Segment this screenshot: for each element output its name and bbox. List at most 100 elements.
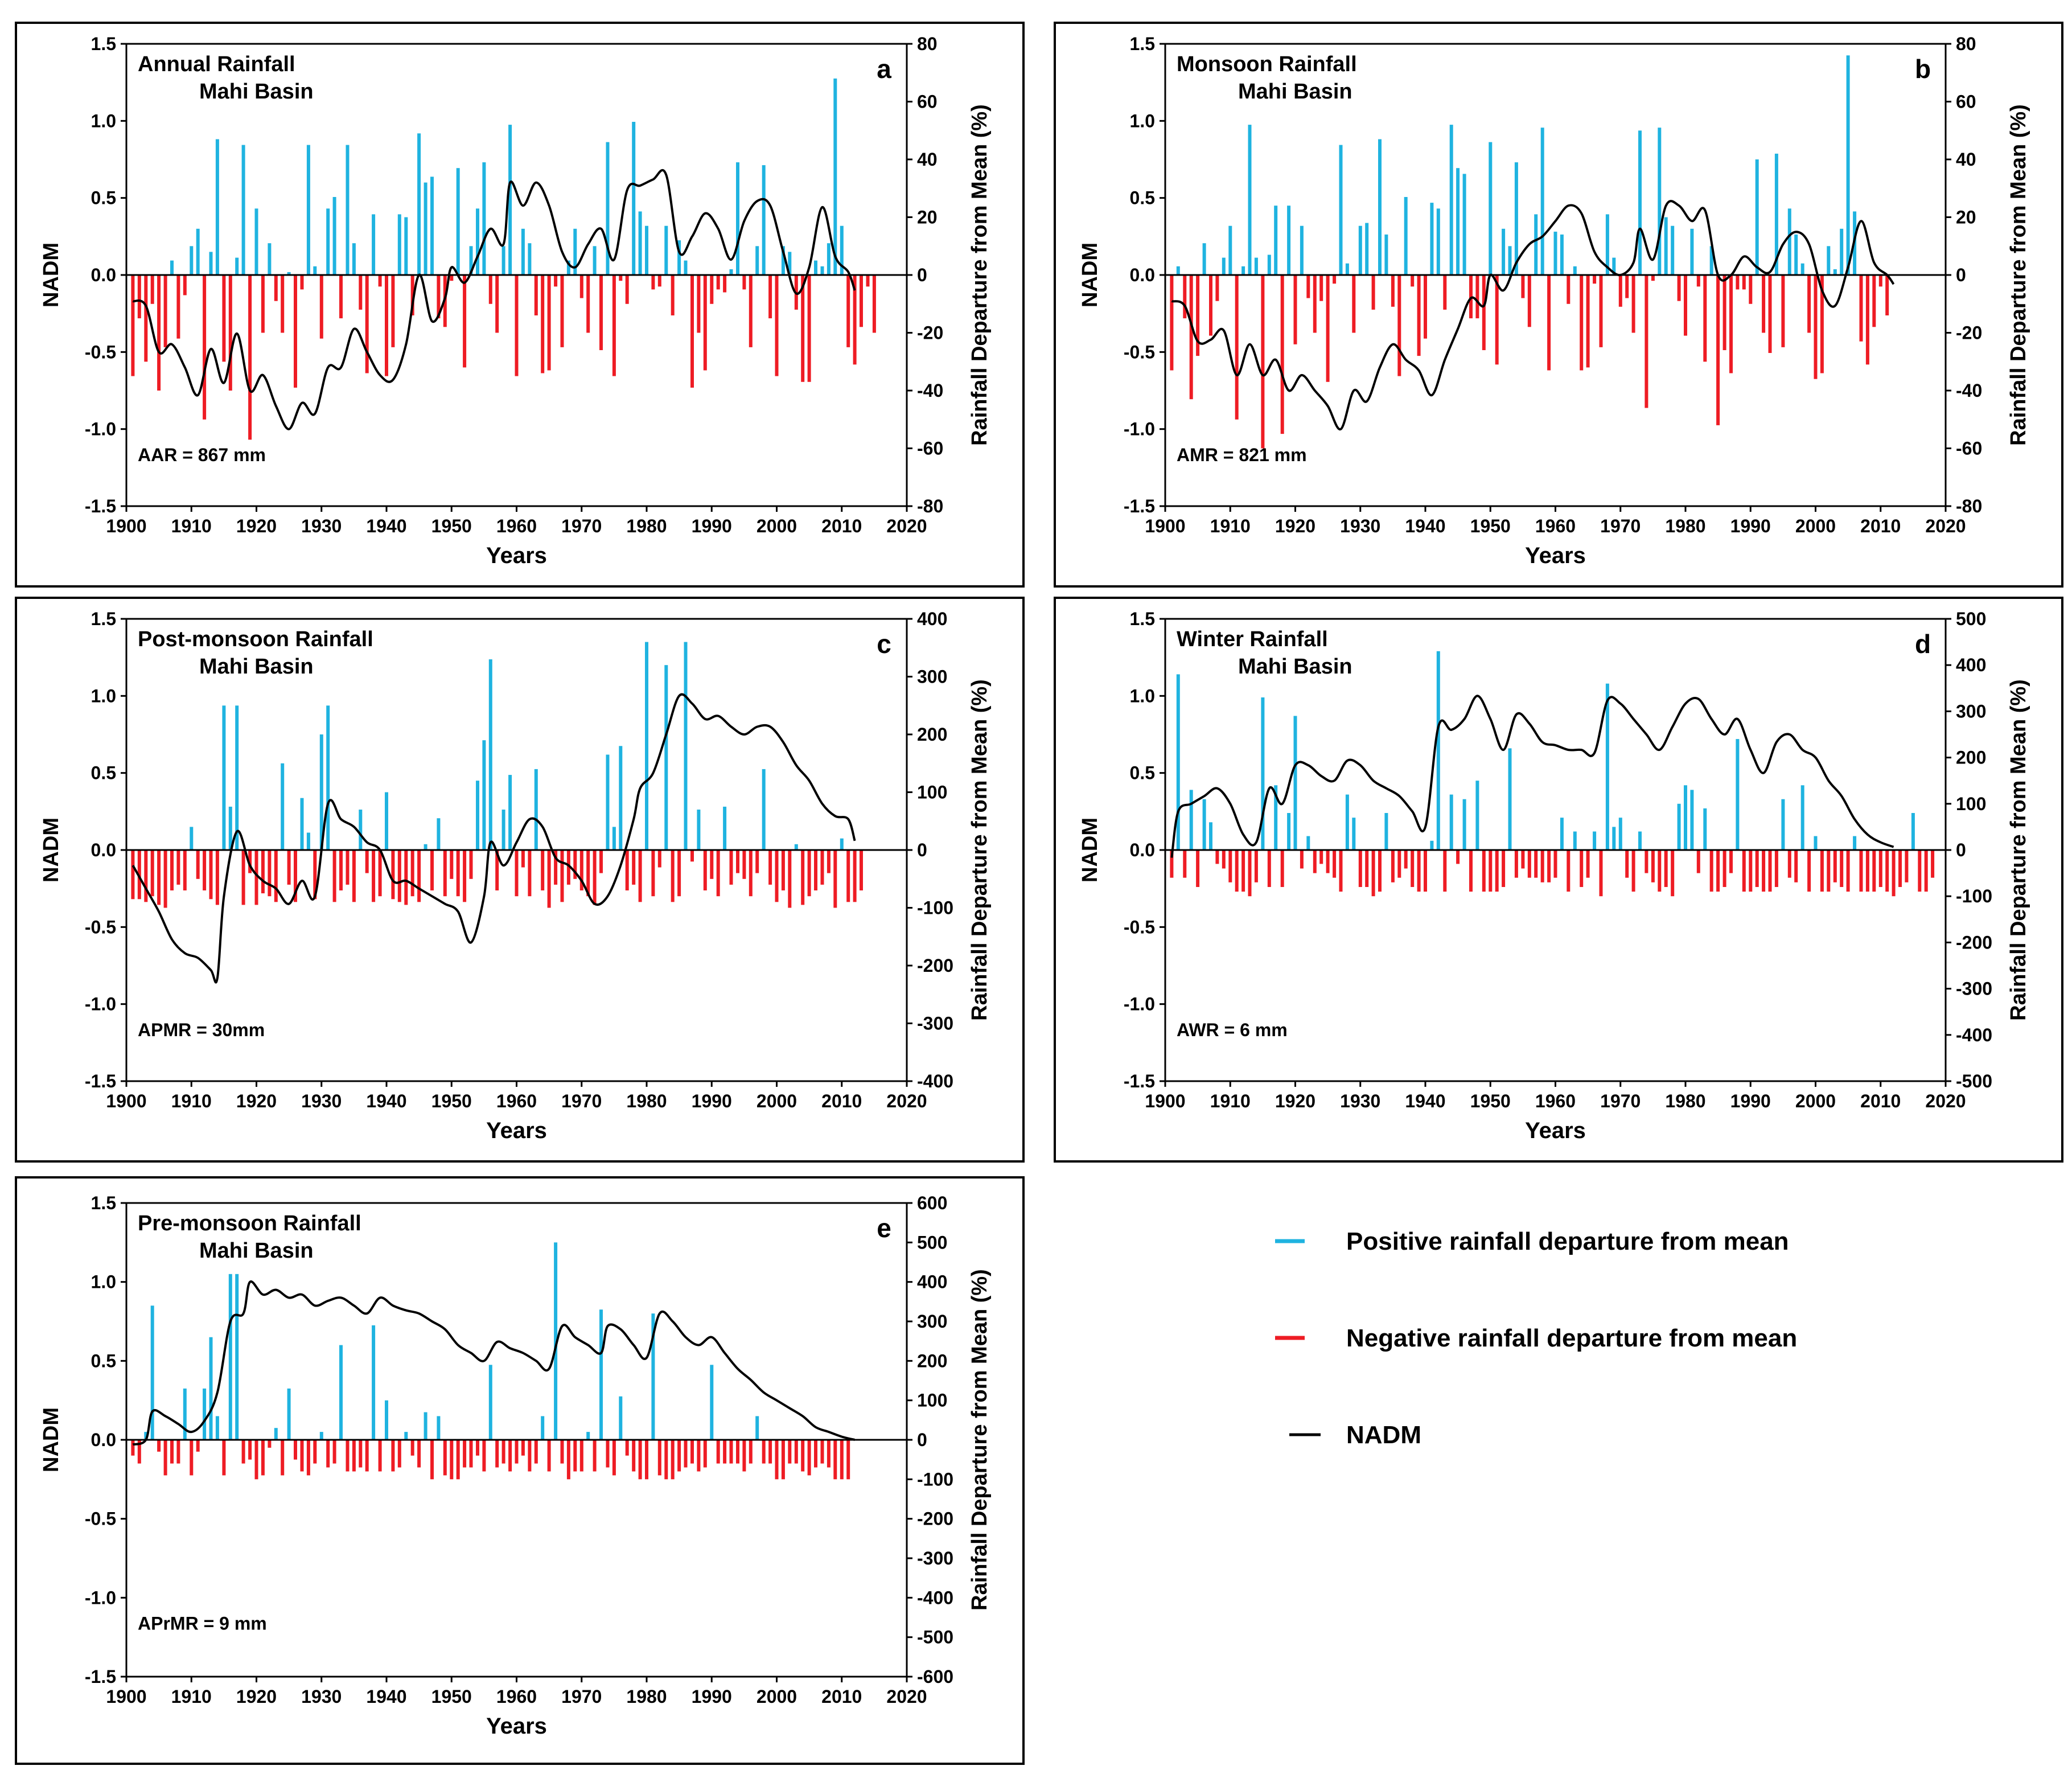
panel-d-bar-1924 <box>1319 850 1323 864</box>
panel-b-bar-1917 <box>1274 206 1278 275</box>
panel-c-ytick-label: 1.0 <box>91 685 116 706</box>
panel-b-bar-1966 <box>1593 275 1597 284</box>
panel-e-bar-1979 <box>638 1440 642 1480</box>
panel-b-bar-1943 <box>1443 275 1447 310</box>
panel-c-bar-1990 <box>710 850 714 879</box>
panel-a-bar-1977 <box>625 275 629 304</box>
panel-b-bar-1948 <box>1475 275 1479 319</box>
panel-e-bar-1956 <box>488 1365 492 1440</box>
panel-a-letter: a <box>877 54 891 84</box>
panel-e-y2tick-label: 200 <box>917 1350 947 1371</box>
panel-a-xtick-label: 2020 <box>886 516 927 536</box>
panel-d-bar-1967 <box>1599 850 1603 897</box>
panel-d-bar-1941 <box>1430 840 1434 850</box>
panel-b-bar-1929 <box>1352 275 1356 333</box>
panel-c-bar-1924 <box>281 763 285 851</box>
panel-b-ytick-label: 0.5 <box>1130 188 1155 208</box>
panel-b-xtick-label: 2020 <box>1925 516 1966 536</box>
panel-c-bar-2002 <box>788 850 792 908</box>
panel-a-bar-1938 <box>372 214 376 275</box>
panel-c-bar-1968 <box>566 850 570 885</box>
panel-e-xtick-label: 1980 <box>626 1686 667 1707</box>
panel-e-bar-1975 <box>612 1440 616 1476</box>
panel-a-bar-2012 <box>853 275 857 365</box>
panel-d-frame <box>1054 597 2063 1163</box>
panel-d-xtick-label: 1970 <box>1600 1091 1641 1111</box>
panel-b-bar-1905 <box>1196 275 1200 356</box>
panel-c-bar-1963 <box>534 769 538 850</box>
panel-b-bar-1946 <box>1462 174 1466 275</box>
panel-b-bar-1907 <box>1209 275 1212 336</box>
panel-a-bar-1989 <box>703 275 707 371</box>
panel-a-bar-1912 <box>203 275 207 420</box>
panel-c-bar-1932 <box>332 850 336 902</box>
panel-d-bar-1972 <box>1631 850 1635 892</box>
panel-c-bar-1987 <box>690 850 694 862</box>
panel-c-bar-2008 <box>827 850 831 873</box>
panel-a-bar-1908 <box>176 275 180 339</box>
panel-b-ytick-label: 1.5 <box>1130 34 1155 54</box>
panel-d-bar-2012 <box>1892 850 1896 897</box>
panel-a-y2tick-label: 60 <box>917 92 938 112</box>
panel-e-bar-1976 <box>619 1396 623 1440</box>
panel-a-bar-2004 <box>801 275 805 382</box>
panel-e-bar-1970 <box>579 1440 583 1472</box>
panel-a-bar-2014 <box>866 275 870 287</box>
panel-d-bar-2007 <box>1859 850 1863 892</box>
panel-a-bar-1923 <box>274 275 278 301</box>
panel-c-bar-2005 <box>807 850 811 897</box>
panel-d-bar-2008 <box>1865 850 1869 892</box>
panel-c-note: APMR = 30mm <box>138 1020 265 1040</box>
panel-e-y2tick-label: -100 <box>917 1469 953 1489</box>
panel-e-xtick-label: 1900 <box>106 1686 146 1707</box>
panel-e-bar-1983 <box>664 1440 668 1480</box>
panel-b-bar-1991 <box>1755 159 1759 275</box>
panel-e-bar-1908 <box>176 1440 180 1464</box>
panel-d-bar-1932 <box>1371 850 1375 897</box>
panel-b-y2tick-label: 80 <box>1956 34 1976 54</box>
panel-e-ytick-label: -1.5 <box>85 1666 116 1687</box>
panel-b-bar-2008 <box>1865 275 1869 365</box>
panel-e-bar-1999 <box>768 1440 772 1464</box>
panel-e-bar-1934 <box>346 1440 350 1472</box>
panel-a-xtick-label: 1990 <box>692 516 732 536</box>
panel-e-bar-1923 <box>274 1428 278 1440</box>
panel-c-y2tick-label: -200 <box>917 955 953 976</box>
panel-a-bar-1961 <box>521 228 525 275</box>
panel-a-bar-1960 <box>515 275 519 376</box>
panel-d-bar-1904 <box>1189 790 1193 850</box>
panel-b-bar-1997 <box>1794 234 1798 275</box>
panel-e-bar-1910 <box>190 1440 194 1476</box>
panel-e-bar-1973 <box>599 1309 603 1440</box>
panel-d-bar-1989 <box>1742 850 1746 892</box>
panel-d-bar-1977 <box>1664 850 1668 887</box>
panel-d-y2tick-label: 0 <box>1956 840 1966 860</box>
panel-a-bar-2002 <box>788 252 792 275</box>
panel-d-bar-1934 <box>1384 813 1388 850</box>
panel-b-nadm-line <box>1171 200 1895 430</box>
panel-c-bar-2010 <box>840 838 844 850</box>
panel-d-bar-1997 <box>1794 850 1798 882</box>
panel-d-bar-1954 <box>1514 850 1518 878</box>
panel-d-bar-1971 <box>1625 850 1629 878</box>
panel-a-bar-1980 <box>645 225 648 275</box>
panel-e-bar-2008 <box>827 1440 831 1468</box>
panel-c-bar-1943 <box>404 850 408 905</box>
panel-d-bar-1962 <box>1567 850 1571 892</box>
panel-c-bar-2000 <box>775 850 779 902</box>
panel-a-bar-1984 <box>671 275 675 315</box>
panel-d-xtick-label: 1940 <box>1405 1091 1445 1111</box>
panel-b-bar-1952 <box>1502 228 1506 275</box>
panel-c-bar-1906 <box>163 850 167 908</box>
panel-a-bar-1945 <box>417 133 421 275</box>
panel-e-bar-1996 <box>749 1440 753 1464</box>
panel-b-bar-1974 <box>1645 275 1648 408</box>
panel-e-bar-1937 <box>365 1440 369 1472</box>
panel-e-xtick-label: 1920 <box>236 1686 277 1707</box>
panel-d-bar-1976 <box>1658 850 1662 892</box>
panel-d-bar-1950 <box>1489 850 1493 892</box>
panel-c-bar-1984 <box>671 850 675 902</box>
panel-b-bar-1960 <box>1553 231 1557 275</box>
panel-a-bar-1914 <box>215 139 219 275</box>
panel-d-bar-1912 <box>1241 850 1245 892</box>
